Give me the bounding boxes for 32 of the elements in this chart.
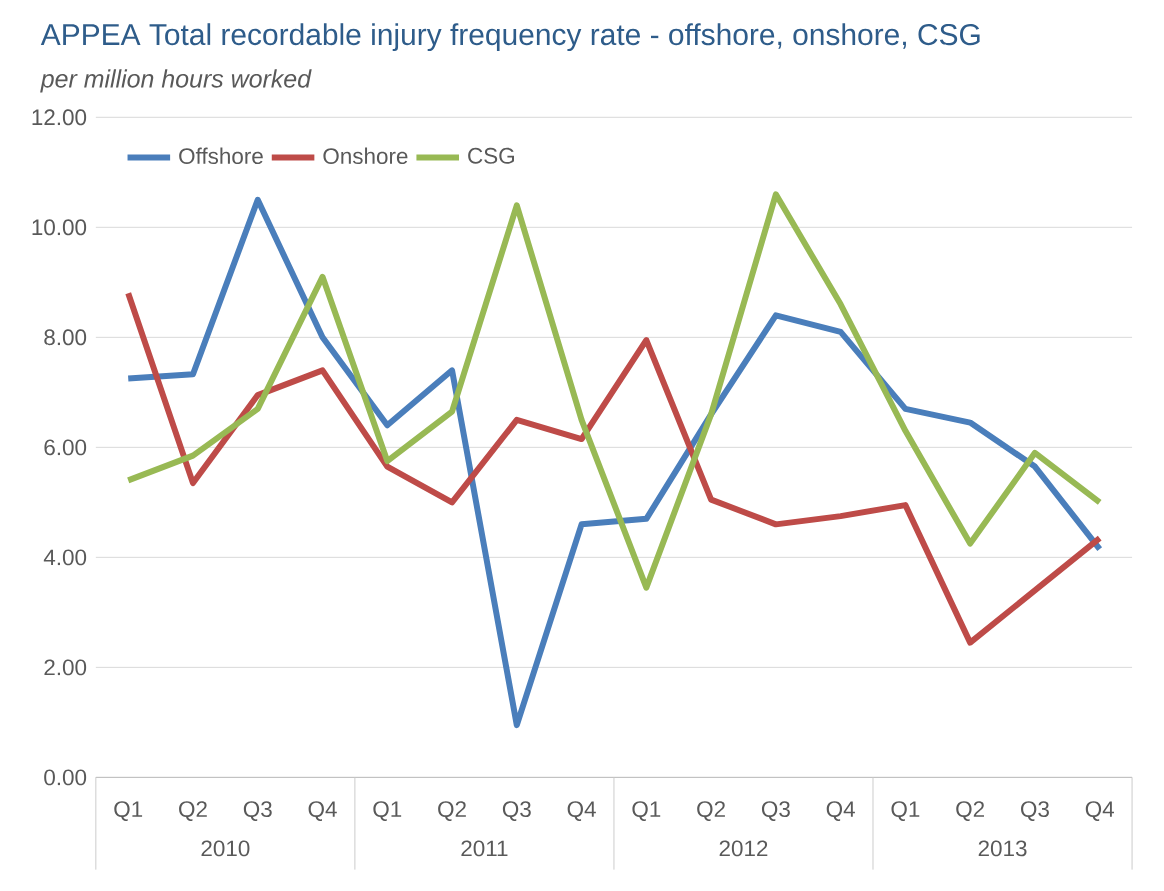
x-tick-label: Q4 [826,801,855,822]
x-tick-label: Q3 [1021,801,1049,822]
x-tick-label: Q1 [632,801,661,822]
x-tick-label: Q3 [502,801,531,822]
chart-title: APPEA Total recordable injury frequency rate - offshore, onshore, CSG [40,23,980,52]
y-tick-label: 8.00 [44,329,87,346]
legend-label: CSG [468,147,514,164]
y-tick-label: 0.00 [44,769,87,786]
legend-label: Onshore [323,147,408,165]
x-tick-label: Q2 [956,801,984,822]
text: 2013 [978,840,1027,857]
x-tick-label: Q4 [1085,801,1114,822]
y-tick-label: 4.00 [43,549,87,566]
x-tick-label: Q2 [438,801,466,822]
y-tick-label: 10.00 [32,219,87,236]
x-tick-label: Q1 [114,801,143,822]
x-tick-label: Q4 [567,801,596,822]
text: 2012 [719,840,768,857]
x-tick-label: Q4 [308,801,337,822]
x-tick-label: Q3 [761,801,790,822]
legend-label: Offshore [179,147,263,165]
x-tick-label: Q2 [179,801,207,822]
y-tick-label: 12.00 [32,109,87,126]
text: 2011 [461,840,508,857]
x-tick-label: Q3 [243,801,272,822]
y-tick-label: 6.00 [44,439,87,456]
x-tick-label: Q1 [373,801,402,822]
chart-subtitle: per million hours worked [40,69,312,93]
x-tick-label: Q2 [697,801,725,822]
x-tick-label: Q1 [891,801,920,822]
text: 2010 [201,840,250,857]
y-tick-label: 2.00 [44,659,87,676]
